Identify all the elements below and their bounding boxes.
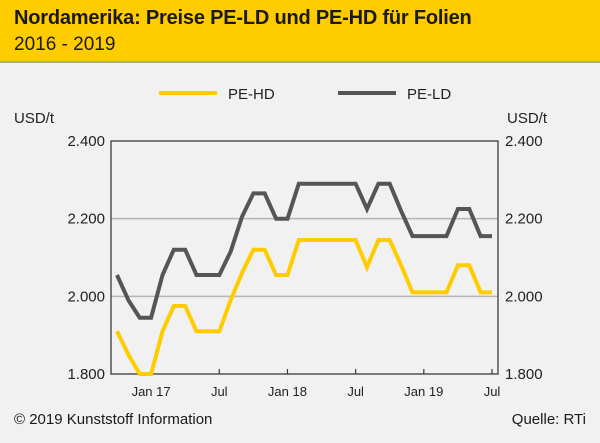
- copyright-text: © 2019 Kunststoff Information: [14, 411, 213, 428]
- legend: PE-HD PE-LD: [159, 86, 451, 103]
- chart-subtitle: 2016 - 2019: [14, 34, 116, 55]
- x-tick-label: Jul: [484, 384, 501, 399]
- y-tick-label-left: 1.800: [67, 366, 105, 383]
- y-tick-label-left: 2.400: [67, 133, 105, 150]
- y-tick-label-right: 2.400: [505, 133, 543, 150]
- y-axis-label-left: USD/t: [14, 110, 55, 127]
- legend-label-pe-hd: PE-HD: [228, 86, 275, 103]
- x-tick-label: Jan 17: [132, 384, 171, 399]
- gridlines: [111, 217, 498, 298]
- chart-title: Nordamerika: Preise PE-LD und PE-HD für …: [14, 7, 472, 29]
- y-tick-label-left: 2.200: [67, 211, 105, 228]
- y-tick-label-right: 2.000: [505, 288, 543, 305]
- x-tick-label: Jan 19: [404, 384, 443, 399]
- series-line-pe-hd: [115, 238, 492, 376]
- series-line-pe-ld: [115, 181, 492, 320]
- plot-frame: [110, 140, 499, 375]
- x-tick-label: Jan 18: [268, 384, 307, 399]
- y-tick-label-right: 2.200: [505, 211, 543, 228]
- legend-label-pe-ld: PE-LD: [407, 86, 451, 103]
- series-lines: [115, 181, 492, 376]
- y-tick-label-right: 1.800: [505, 366, 543, 383]
- x-tick-label: Jul: [211, 384, 228, 399]
- source-text: Quelle: RTi: [511, 411, 586, 428]
- chart-header: Nordamerika: Preise PE-LD und PE-HD für …: [0, 0, 600, 63]
- axes: 1.800 1.800 2.000 2.000 2.200 2.200 2.400 2.400…: [67, 133, 542, 399]
- x-tick-label: Jul: [347, 384, 364, 399]
- y-axis-label-right: USD/t: [507, 110, 548, 127]
- y-tick-label-left: 2.000: [67, 288, 105, 305]
